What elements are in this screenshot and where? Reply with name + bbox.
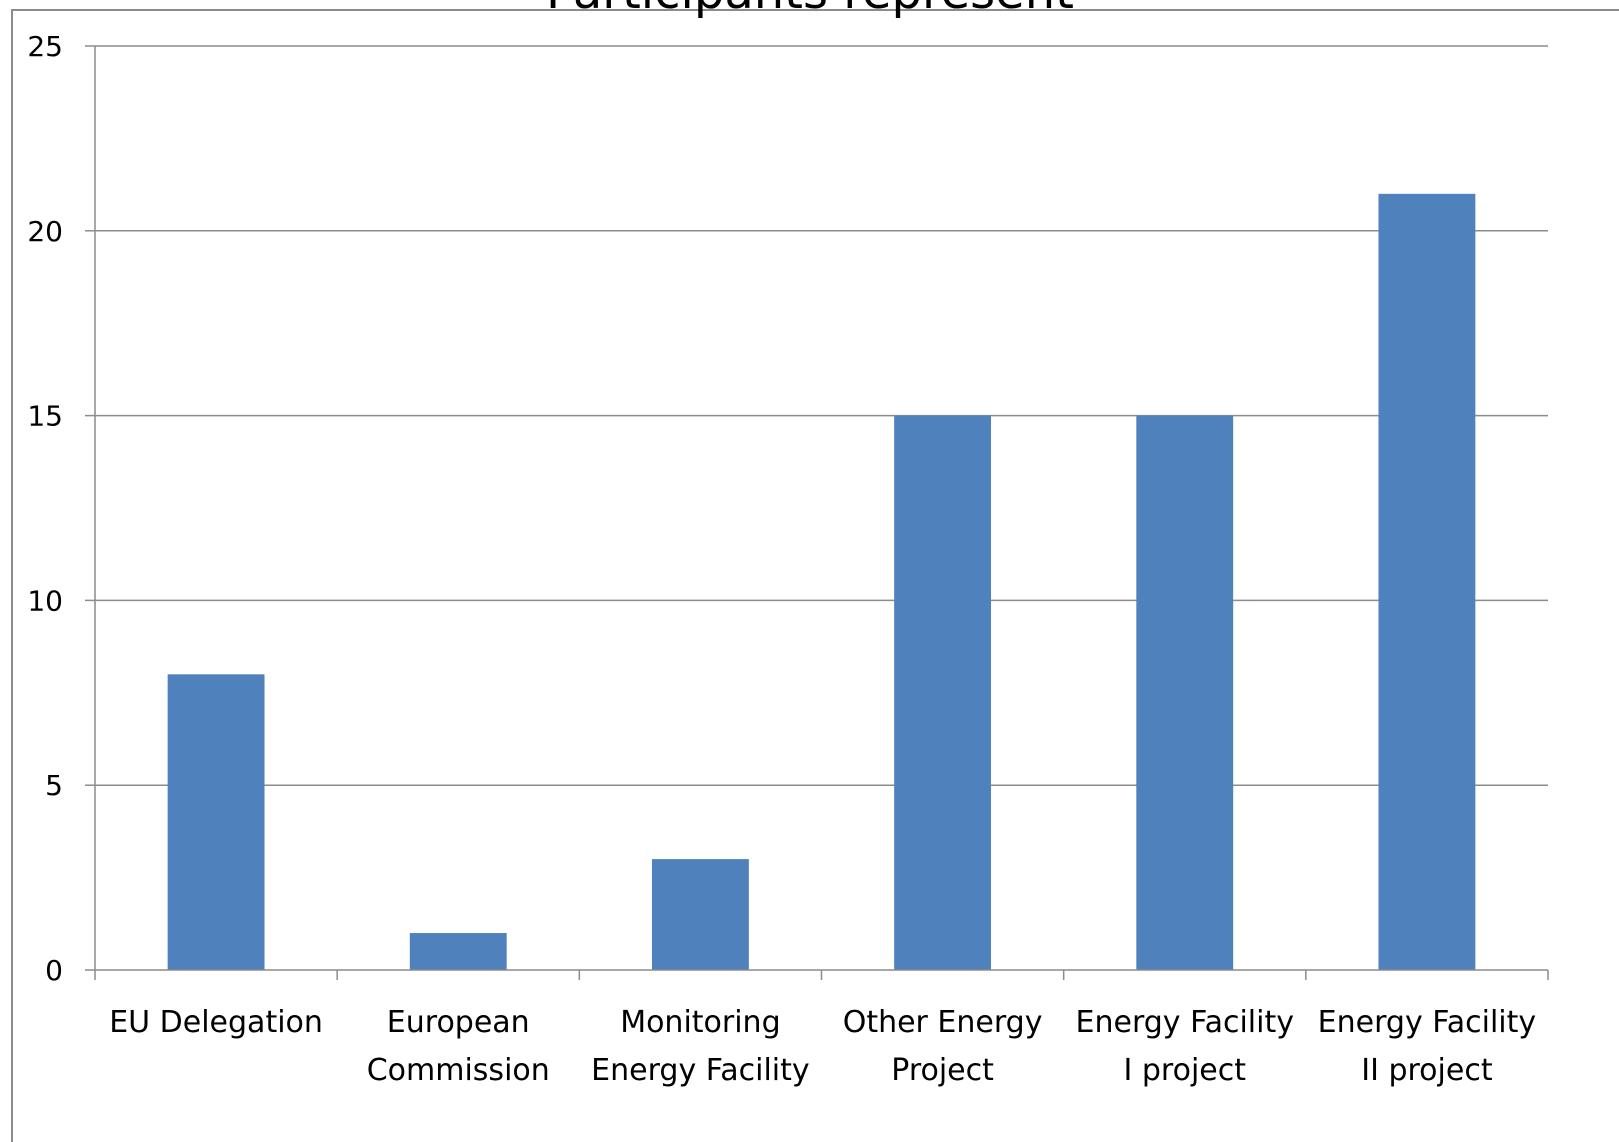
bar-3 [894,415,992,971]
bar-2 [651,859,749,970]
x-category-label: II project [1361,1053,1493,1088]
chart-title: Participants represent [546,0,1074,20]
x-category-label: European [387,1005,530,1040]
x-category-label: Other Energy [843,1005,1043,1040]
x-category-label: EU Delegation [109,1005,323,1040]
x-category-label: Project [891,1053,994,1088]
x-category-label: Monitoring [620,1005,780,1040]
x-category-label: Commission [367,1053,550,1088]
y-tick-label: 5 [45,769,63,802]
bar-5 [1378,193,1476,971]
x-category-label: Energy Facility [1076,1005,1294,1040]
y-tick-labels: 0 5 10 15 20 25 [27,30,63,987]
y-tick-label: 0 [45,954,63,987]
y-tick-label: 25 [27,30,63,63]
chart-border [11,9,1619,1142]
x-category-label: Energy Facility [591,1053,809,1088]
bar-1 [409,933,507,970]
y-tick-label: 10 [27,584,63,617]
y-tick-label: 15 [27,400,63,433]
gridlines [95,45,1548,786]
bars [167,193,1476,971]
bar-4 [1136,415,1234,971]
x-category-label: I project [1123,1053,1246,1088]
y-tick-label: 20 [27,215,63,248]
x-category-labels: EU Delegation European Commission Monitorin… [109,1005,1536,1088]
axes [85,45,1549,980]
x-category-label: Energy Facility [1318,1005,1536,1040]
bar-0 [167,674,265,970]
